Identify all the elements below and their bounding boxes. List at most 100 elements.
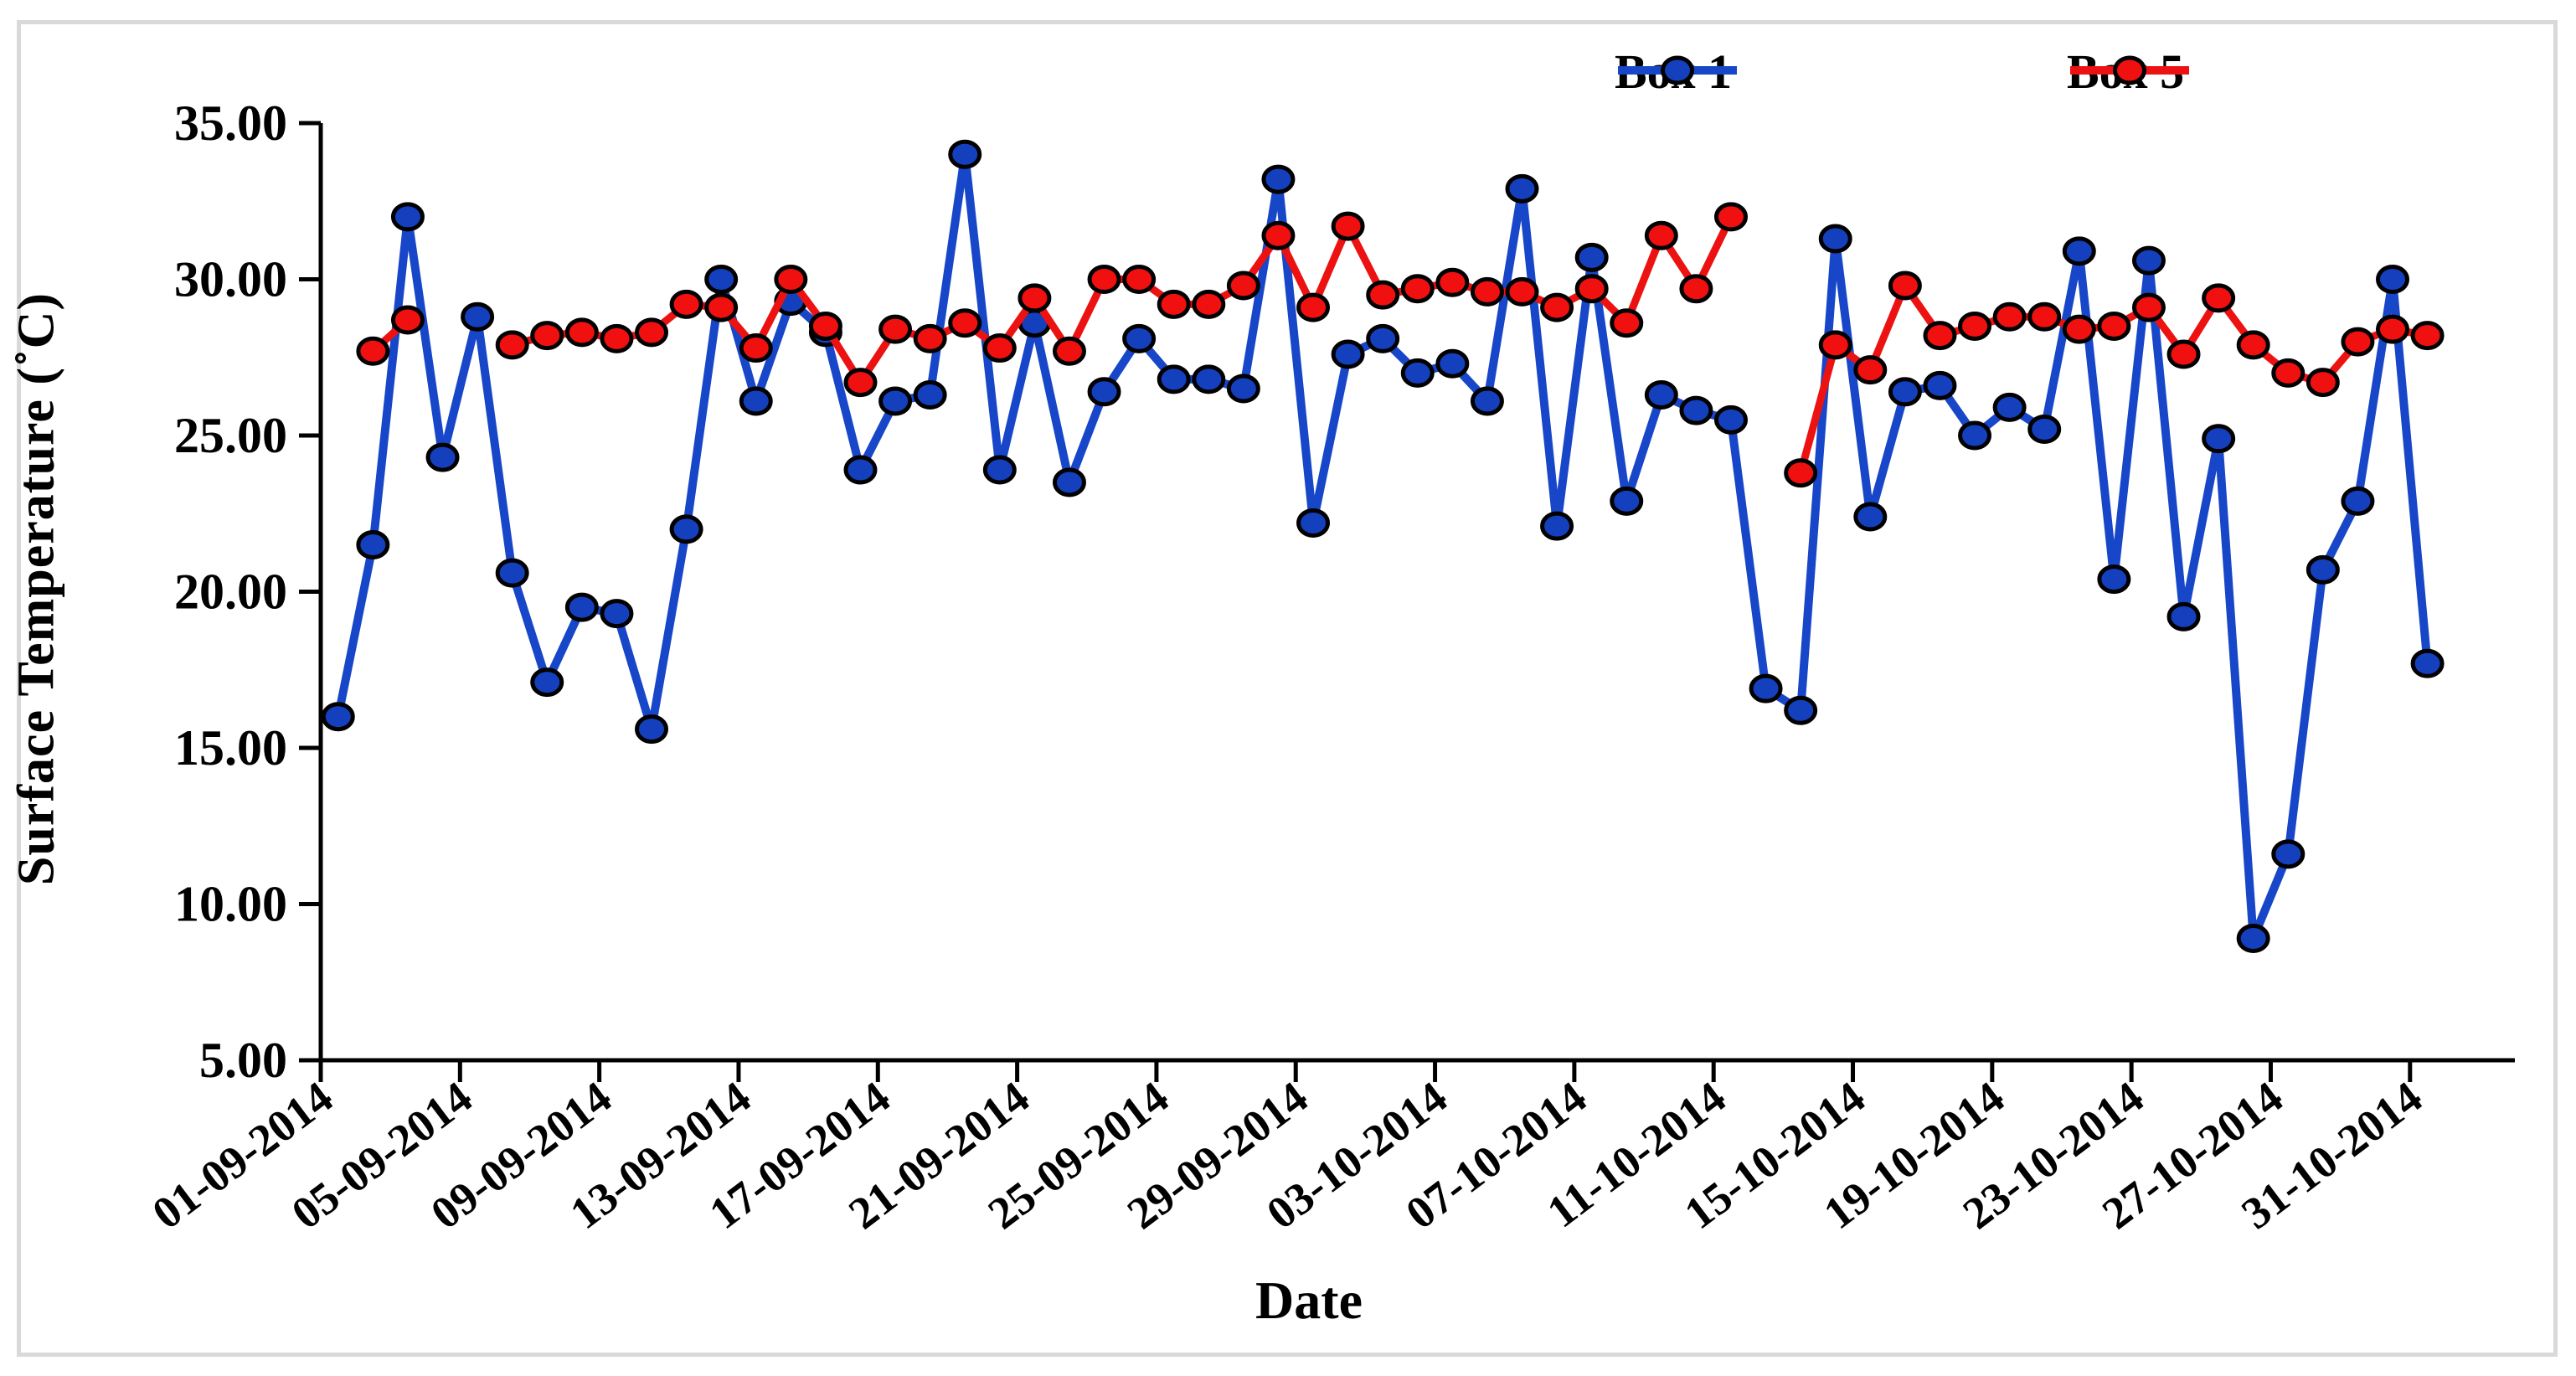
data-point bbox=[2131, 292, 2166, 322]
data-point bbox=[808, 311, 842, 341]
data-point bbox=[774, 265, 808, 294]
data-point bbox=[1505, 173, 1539, 204]
data-point bbox=[321, 702, 355, 732]
data-point bbox=[1331, 339, 1365, 369]
data-point bbox=[913, 380, 947, 410]
data-point bbox=[495, 330, 529, 360]
data-point bbox=[1470, 276, 1504, 307]
y-tick-label: 15.00 bbox=[174, 720, 287, 776]
data-point bbox=[425, 442, 460, 472]
series-box-5 bbox=[356, 202, 2445, 488]
data-point bbox=[1296, 508, 1331, 538]
data-point bbox=[1226, 374, 1260, 404]
data-point bbox=[1122, 265, 1157, 294]
data-point bbox=[669, 289, 703, 319]
data-point bbox=[1574, 274, 1609, 304]
data-point bbox=[1435, 267, 1470, 297]
data-point bbox=[1574, 242, 1609, 272]
data-point bbox=[1818, 330, 1852, 360]
y-tick-label: 20.00 bbox=[174, 564, 287, 620]
data-point bbox=[1644, 220, 1678, 250]
data-point bbox=[1261, 164, 1296, 194]
data-point bbox=[2376, 314, 2410, 344]
data-point bbox=[1992, 301, 2027, 332]
data-point bbox=[1366, 280, 1400, 310]
data-point bbox=[1018, 283, 1052, 313]
legend-marker-box5-icon bbox=[2070, 55, 2189, 85]
y-tick-label: 35.00 bbox=[174, 95, 287, 151]
data-point bbox=[739, 333, 773, 363]
data-point bbox=[1052, 336, 1086, 366]
legend-marker-box1-icon bbox=[1618, 55, 1737, 85]
data-point bbox=[2097, 564, 2131, 595]
data-point bbox=[530, 321, 564, 351]
data-point bbox=[1853, 355, 1888, 385]
data-point bbox=[2166, 339, 2201, 369]
data-point bbox=[843, 368, 878, 398]
data-point bbox=[2097, 311, 2131, 341]
data-point bbox=[1610, 486, 1644, 516]
data-point bbox=[356, 336, 390, 366]
legend-item-box1: Box 1 bbox=[1615, 44, 1737, 100]
data-point bbox=[600, 599, 634, 629]
y-tick-label: 5.00 bbox=[199, 1033, 287, 1088]
data-point bbox=[2202, 283, 2236, 313]
data-point bbox=[948, 308, 982, 338]
data-point bbox=[704, 265, 739, 294]
data-point bbox=[390, 305, 425, 335]
data-point bbox=[2341, 486, 2375, 516]
data-point bbox=[2062, 314, 2096, 344]
data-point bbox=[1226, 271, 1260, 301]
data-point bbox=[600, 323, 634, 353]
data-point bbox=[2376, 265, 2410, 294]
data-point bbox=[2410, 321, 2445, 351]
data-point bbox=[2306, 368, 2340, 398]
data-point bbox=[1122, 323, 1157, 353]
data-point bbox=[461, 301, 495, 332]
data-point bbox=[495, 558, 529, 588]
data-point bbox=[739, 386, 773, 416]
data-point bbox=[2131, 245, 2166, 276]
data-point bbox=[948, 139, 982, 169]
data-point bbox=[1157, 289, 1191, 319]
data-point bbox=[1087, 265, 1121, 294]
data-point bbox=[1261, 220, 1296, 250]
data-point bbox=[1784, 458, 1818, 488]
x-axis-title: Date bbox=[1255, 1270, 1363, 1330]
data-point bbox=[1713, 202, 1748, 232]
data-point bbox=[1749, 673, 1783, 703]
data-point bbox=[2062, 236, 2096, 266]
data-point bbox=[1784, 695, 1818, 725]
data-point bbox=[669, 514, 703, 544]
data-point bbox=[1052, 467, 1086, 497]
data-point bbox=[1713, 405, 1748, 435]
data-point bbox=[1818, 224, 1852, 254]
data-point bbox=[2271, 358, 2306, 388]
data-point bbox=[390, 202, 425, 232]
data-point bbox=[1923, 321, 1957, 351]
y-tick-label: 10.00 bbox=[174, 877, 287, 932]
data-point bbox=[913, 323, 947, 353]
data-point bbox=[1192, 289, 1226, 319]
data-point bbox=[1435, 348, 1470, 379]
data-point bbox=[530, 667, 564, 698]
data-point bbox=[1157, 364, 1191, 394]
data-point bbox=[2410, 648, 2445, 678]
data-point bbox=[1958, 420, 1992, 451]
data-point bbox=[1400, 358, 1435, 388]
data-point bbox=[982, 333, 1017, 363]
data-point bbox=[356, 530, 390, 560]
data-point bbox=[1505, 276, 1539, 307]
data-point bbox=[1888, 377, 1922, 407]
data-point bbox=[1679, 395, 1713, 425]
series-line bbox=[333, 150, 2432, 943]
data-point bbox=[704, 292, 739, 322]
legend-item-box5: Box 5 bbox=[2067, 44, 2189, 100]
data-point bbox=[2166, 601, 2201, 631]
data-point bbox=[1192, 364, 1226, 394]
data-point bbox=[1644, 380, 1678, 410]
data-point bbox=[1331, 211, 1365, 241]
data-point bbox=[1992, 392, 2027, 422]
data-point bbox=[1958, 311, 1992, 341]
